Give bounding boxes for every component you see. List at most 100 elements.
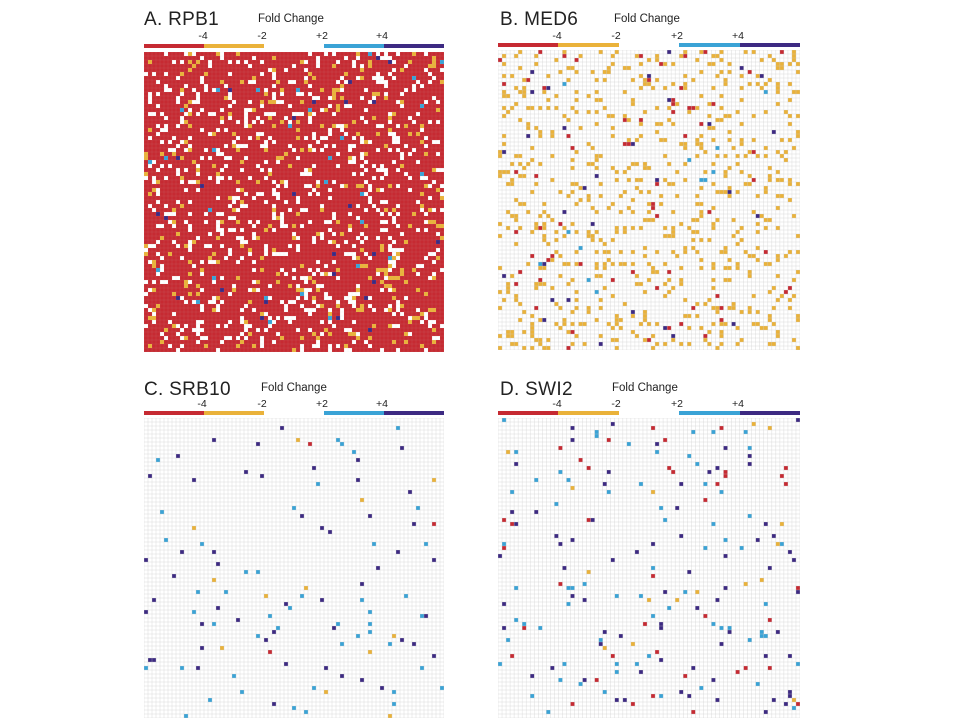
heatmap-cell [148,52,153,57]
heatmap-cell [236,124,241,129]
heatmap-cell [252,192,257,197]
heatmap-cell [168,56,173,61]
heatmap-cell [168,276,173,281]
heatmap-cell [288,148,293,153]
heatmap-cell [260,316,265,321]
heatmap-cell [184,184,189,189]
heatmap-cell [156,72,161,77]
heatmap-cell [180,84,185,89]
heatmap-cell [164,180,169,185]
heatmap-cell [328,80,333,85]
heatmap-cell [380,248,385,253]
heatmap-cell [412,92,417,97]
heatmap-cell [296,100,301,105]
heatmap-cell [164,304,169,309]
heatmap-cell [280,60,285,65]
heatmap-cell [412,264,417,269]
heatmap-cell [368,96,373,101]
heatmap-cell [276,56,281,61]
heatmap-cell [368,60,373,65]
heatmap-cell [308,228,313,233]
heatmap-cell [364,232,369,237]
heatmap-cell [304,212,309,217]
heatmap-cell [420,304,425,309]
heatmap-cell [248,272,253,277]
heatmap-cell [336,144,341,149]
heatmap-cell [232,240,237,245]
heatmap-cell [216,172,221,177]
heatmap-cell [388,312,393,317]
scale-segment [264,44,324,48]
heatmap-cell [404,140,409,145]
heatmap-cell [168,152,173,157]
heatmap-cell [440,188,444,193]
heatmap-cell [348,216,353,221]
heatmap-cell [428,104,433,109]
heatmap-cell [252,340,257,345]
heatmap-cell [244,132,249,137]
heatmap-cell [240,284,245,289]
heatmap-cell [316,84,321,89]
heatmap-cell [436,132,441,137]
heatmap-cell [196,284,201,289]
heatmap-cell [416,332,421,337]
heatmap-cell [292,76,297,81]
heatmap-cell [216,336,221,341]
heatmap-cell [328,280,333,285]
heatmap-cell [340,340,345,345]
heatmap-cell [200,256,205,261]
heatmap-cell [292,220,297,225]
heatmap-cell [300,156,305,161]
heatmap-cell [372,224,377,229]
heatmap-cell [176,308,181,313]
heatmap-cell [420,120,425,125]
heatmap-cell [208,324,213,329]
heatmap-cell [196,228,201,233]
heatmap-cell [268,264,273,269]
heatmap-cell [144,228,149,233]
heatmap-cell [224,348,229,352]
heatmap-cell [260,244,265,249]
heatmap-cell [328,232,333,237]
heatmap-cell [152,164,157,169]
heatmap-cell [364,320,369,325]
heatmap-cell [276,200,281,205]
heatmap-cell [188,208,193,213]
heatmap-cell [216,80,221,85]
heatmap-cell [288,176,293,181]
heatmap-cell [424,268,429,273]
heatmap-cell [376,336,381,341]
heatmap-cell [276,296,281,301]
heatmap-cell [392,344,397,349]
heatmap-cell [188,132,193,137]
heatmap-cell [376,116,381,121]
heatmap-cell [280,324,285,329]
heatmap-cell [180,148,185,153]
heatmap-cell [148,192,153,197]
heatmap-cell [380,244,385,249]
heatmap-cell [260,172,265,177]
heatmap-cell [232,192,237,197]
heatmap-cell [176,260,181,265]
heatmap-cell [196,116,201,121]
heatmap-cell [348,308,353,313]
heatmap-cell [240,140,245,145]
heatmap-cell [220,252,225,257]
heatmap-cell [292,88,297,93]
heatmap-cell [248,300,253,305]
heatmap-cell [388,164,393,169]
heatmap-cell [192,160,197,165]
heatmap-cell [152,228,157,233]
heatmap-cell [432,168,437,173]
heatmap-cell [184,104,189,109]
heatmap-cell [396,176,401,181]
heatmap-cell [428,124,433,129]
heatmap-cell [372,296,377,301]
heatmap-cell [180,220,185,225]
heatmap-cell [424,172,429,177]
heatmap-cell [296,348,301,352]
heatmap-cell [368,300,373,305]
heatmap-cell [396,240,401,245]
heatmap-cell [156,140,161,145]
heatmap-cell [324,148,329,153]
